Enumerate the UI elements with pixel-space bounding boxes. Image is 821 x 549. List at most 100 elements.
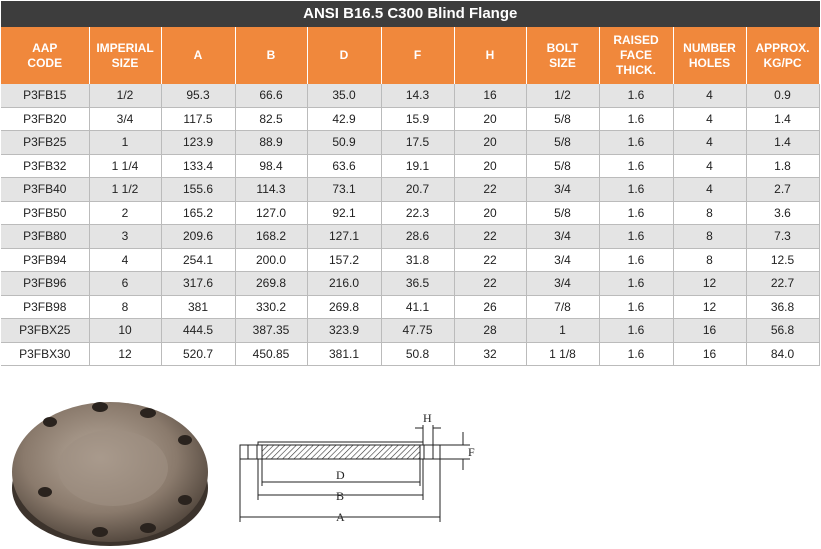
table-cell: 5/8 [526,130,600,155]
table-cell: 8 [673,201,747,225]
table-row: P3FB32 1 1/4 133.4 98.4 63.6 19.1 20 5/8 1.6 4 1.8 [1,154,820,178]
table-cell: 323.9 [307,318,382,343]
table-cell: P3FB20 [1,107,90,131]
table-row: P3FB25 1 123.9 88.9 50.9 17.5 20 5/8 1.6 4 1.4 [1,130,820,155]
column-header: F [381,27,455,84]
table-cell: 330.2 [235,295,308,319]
table-cell: P3FB80 [1,224,90,249]
table-cell: 1/2 [526,84,600,108]
table-cell: 3.6 [746,201,820,225]
table-cell: 1.6 [599,318,674,343]
table-cell: P3FB25 [1,130,90,155]
table-cell: 209.6 [161,224,236,249]
label-d: D [336,468,345,482]
table-cell: 3 [89,224,162,249]
table-cell: 47.75 [381,318,455,343]
table-cell: 15.9 [381,107,455,131]
table-cell: 3/4 [526,177,600,202]
table-cell: P3FB96 [1,271,90,296]
table-cell: 2.7 [746,177,820,202]
table-cell: 20 [454,154,527,178]
table-cell: 4 [673,130,747,155]
table-cell: 50.9 [307,130,382,155]
table-cell: 4 [89,248,162,272]
table-row: P3FB40 1 1/2 155.6 114.3 73.1 20.7 22 3/4 1.6 4 2.… [1,177,820,202]
table-cell: 5/8 [526,154,600,178]
table-cell: 4 [673,107,747,131]
flange-photo [12,402,208,546]
table-cell: 1.6 [599,295,674,319]
table-cell: 16 [454,84,527,108]
table-cell: 3/4 [526,271,600,296]
column-header: B [235,27,308,84]
table-cell: 1.4 [746,130,820,155]
table-cell: 98.4 [235,154,308,178]
table-cell: 88.9 [235,130,308,155]
table-row: P3FBX25 10 444.5 387.35 323.9 47.75 28 1 1.6 16 56… [1,318,820,343]
table-cell: 117.5 [161,107,236,131]
table-cell: P3FB15 [1,84,90,108]
table-cell: 6 [89,271,162,296]
table-cell: 1.6 [599,224,674,249]
table-cell: 41.1 [381,295,455,319]
table-cell: 450.85 [235,342,308,366]
table-cell: 17.5 [381,130,455,155]
table-cell: 28.6 [381,224,455,249]
label-f: F [468,445,475,459]
table-row: P3FB80 3 209.6 168.2 127.1 28.6 22 3/4 1.6 8 7.3 [1,224,820,249]
table-cell: 82.5 [235,107,308,131]
table-cell: 216.0 [307,271,382,296]
table-row: P3FB98 8 381 330.2 269.8 41.1 26 7/8 1.6 12 36.8 [1,295,820,319]
table-cell: 444.5 [161,318,236,343]
table-cell: P3FB32 [1,154,90,178]
table-cell: P3FB50 [1,201,90,225]
table-cell: 22.7 [746,271,820,296]
table-cell: 2 [89,201,162,225]
table-cell: 22 [454,177,527,202]
table-row: P3FBX30 12 520.7 450.85 381.1 50.8 32 1 1/8 1.6 1… [1,342,820,366]
table-cell: P3FB98 [1,295,90,319]
table-cell: 387.35 [235,318,308,343]
table-cell: 0.9 [746,84,820,108]
table-cell: 165.2 [161,201,236,225]
table-cell: 1.6 [599,84,674,108]
table-cell: 12 [673,295,747,319]
table-cell: 114.3 [235,177,308,202]
table-cell: 5/8 [526,201,600,225]
table-cell: 1.6 [599,130,674,155]
table-cell: 4 [673,154,747,178]
table-cell: 20.7 [381,177,455,202]
table-cell: 92.1 [307,201,382,225]
flange-drawing [239,425,470,522]
table-cell: 14.3 [381,84,455,108]
table-cell: P3FB94 [1,248,90,272]
table-cell: 42.9 [307,107,382,131]
table-cell: 1.6 [599,177,674,202]
table-cell: 1.8 [746,154,820,178]
table-cell: 1 1/4 [89,154,162,178]
table-cell: 84.0 [746,342,820,366]
table-cell: 4 [673,84,747,108]
table-cell: 32 [454,342,527,366]
label-h: H [423,411,432,425]
column-header: IMPERIAL SIZE [89,27,162,84]
column-header: NUMBER HOLES [673,27,747,84]
table-cell: 36.5 [381,271,455,296]
table-cell: 12 [673,271,747,296]
table-cell: 22.3 [381,201,455,225]
header-row: AAP CODE IMPERIAL SIZE A B D F H BOLT SIZE RAISE… [1,27,820,84]
table-cell: 127.1 [307,224,382,249]
table-cell: 22 [454,248,527,272]
table-cell: 1.6 [599,342,674,366]
table-cell: 1.6 [599,201,674,225]
table-cell: 20 [454,201,527,225]
flange-table: ANSI B16.5 C300 Blind Flange AAP CODE IMP… [1,1,820,366]
table-cell: 1 [526,318,600,343]
table-cell: 7.3 [746,224,820,249]
table-row: P3FB15 1/2 95.3 66.6 35.0 14.3 16 1/2 1.6 4 0.9 [1,84,820,108]
table-cell: 520.7 [161,342,236,366]
table-cell: 123.9 [161,130,236,155]
table-cell: 28 [454,318,527,343]
table-cell: 168.2 [235,224,308,249]
table-cell: 10 [89,318,162,343]
